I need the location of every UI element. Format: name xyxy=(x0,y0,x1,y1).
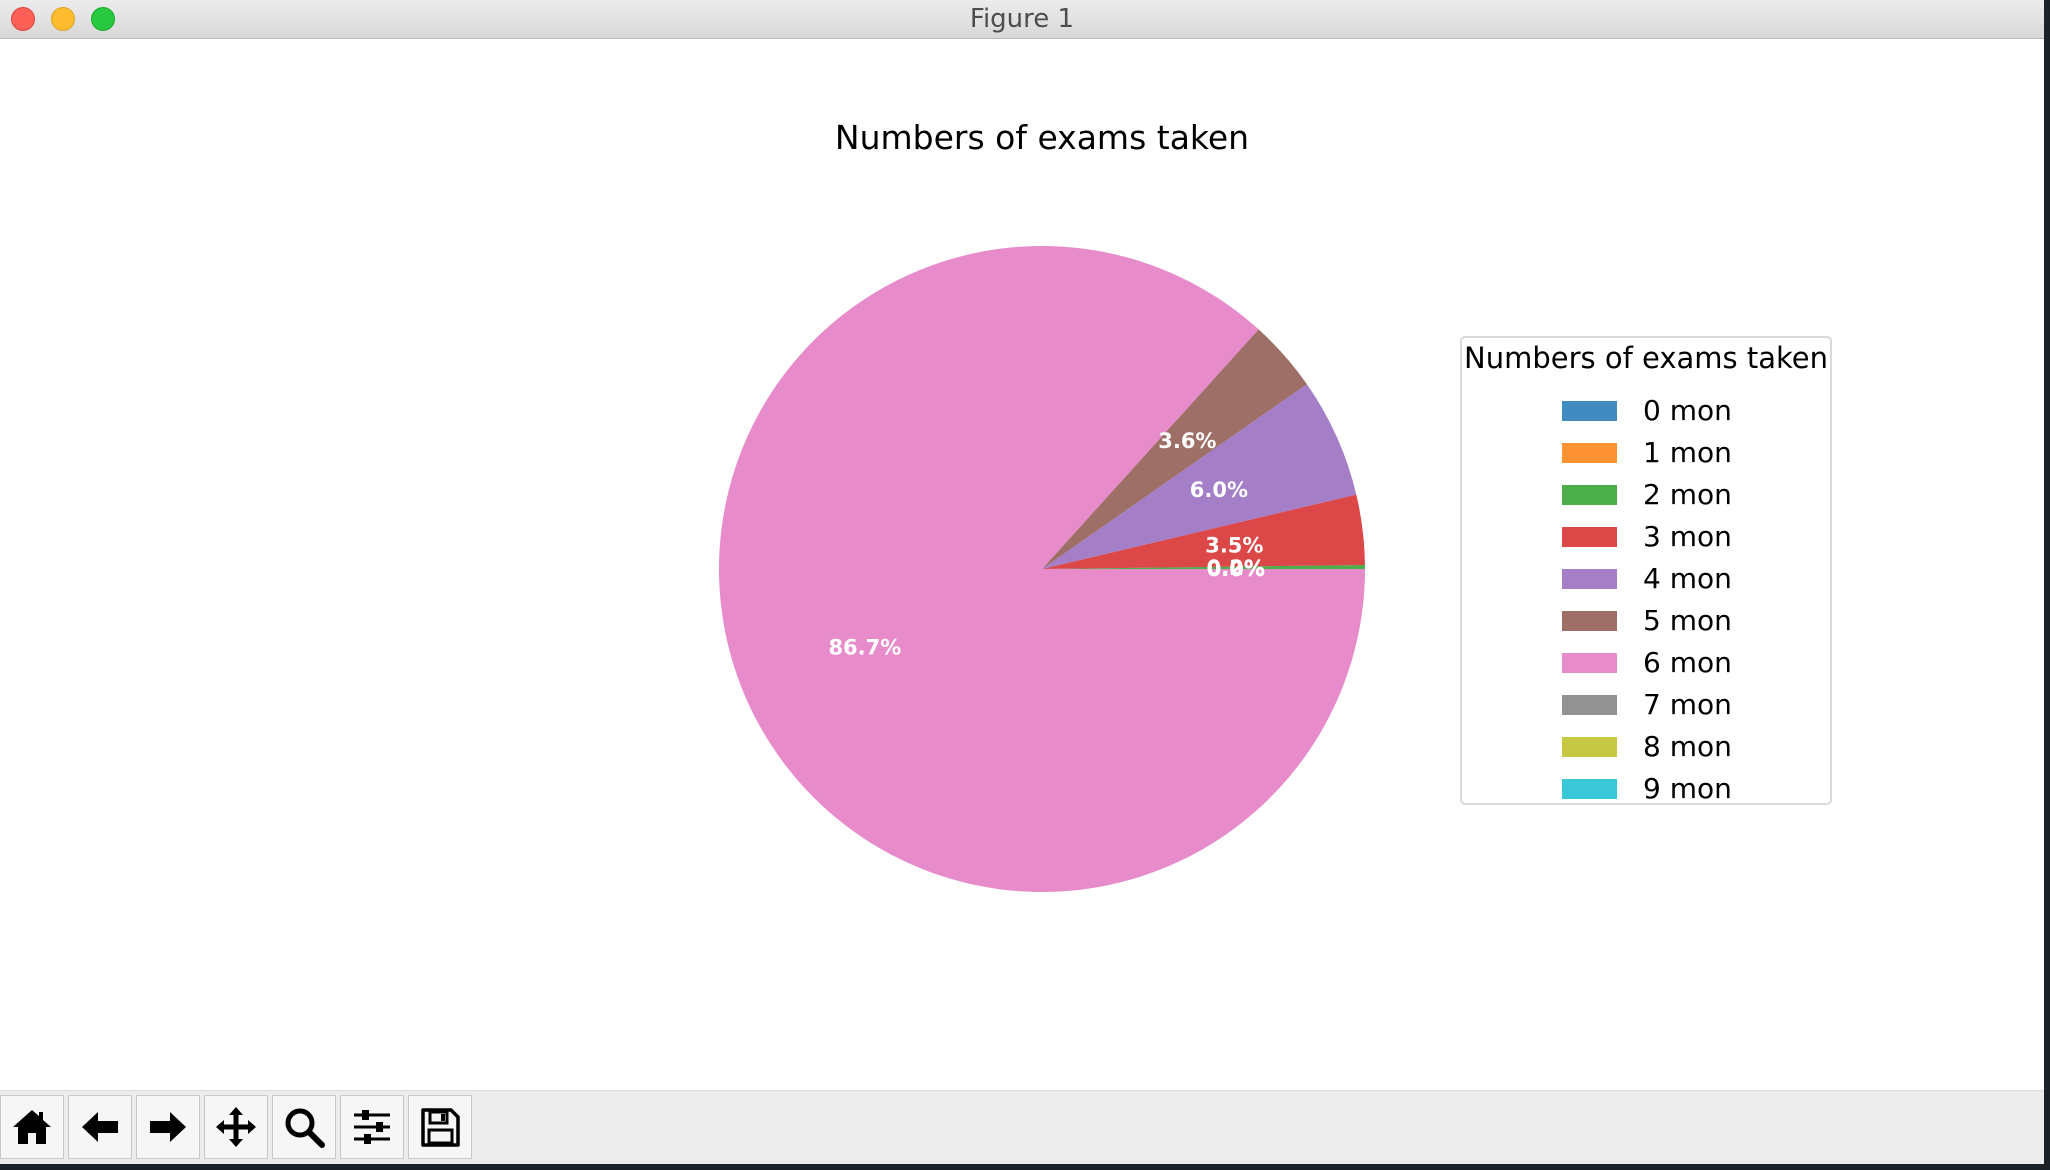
home-icon xyxy=(13,1110,51,1144)
legend-swatch xyxy=(1562,611,1617,631)
legend-swatch xyxy=(1562,527,1617,547)
legend-label: 4 mon xyxy=(1643,562,1732,595)
legend[interactable]: Numbers of exams taken 0 mon 1 mon 2 mon 3 … xyxy=(1460,336,1832,805)
desktop-background xyxy=(0,1164,2050,1170)
pie-slice-4-mon xyxy=(1042,384,1357,569)
legend-label: 2 mon xyxy=(1643,478,1732,511)
legend-frame xyxy=(1460,336,1832,805)
pie-slice-2-mon xyxy=(1042,564,1365,569)
pan-move-icon xyxy=(216,1107,256,1147)
zoom-magnifier-icon xyxy=(285,1108,325,1148)
legend-label: 6 mon xyxy=(1643,646,1732,679)
legend-label: 3 mon xyxy=(1643,520,1732,553)
close-window-button[interactable] xyxy=(11,7,35,31)
pie-percent-label: 0.0% xyxy=(1207,557,1265,581)
pan-button[interactable] xyxy=(204,1095,268,1159)
pie-percent-label: 0.0% xyxy=(1207,557,1265,581)
minimize-window-button[interactable] xyxy=(51,7,75,31)
pie-percent-label: 3.6% xyxy=(1158,429,1216,453)
chart-title: Numbers of exams taken xyxy=(835,118,1249,157)
navigation-toolbar xyxy=(0,1090,2044,1164)
pie-percent-labels: 0.0%0.0%0.2%3.5%6.0%3.6%86.7% xyxy=(828,429,1264,660)
legend-title: Numbers of exams taken xyxy=(1464,341,1828,375)
legend-swatch xyxy=(1562,695,1617,715)
forward-button[interactable] xyxy=(136,1095,200,1159)
legend-swatch xyxy=(1562,737,1617,757)
pie-percent-label: 6.0% xyxy=(1190,478,1248,502)
legend-swatch xyxy=(1562,443,1617,463)
legend-swatch xyxy=(1562,401,1617,421)
pie-percent-label: 0.2% xyxy=(1207,556,1265,580)
pie-chart: Numbers of exams taken 0.0%0.0%0.2%3.5%6… xyxy=(719,118,1832,892)
home-button[interactable] xyxy=(0,1095,64,1159)
pie-slice-5-mon xyxy=(1042,329,1307,569)
legend-swatch xyxy=(1562,485,1617,505)
legend-label: 5 mon xyxy=(1643,604,1732,637)
pie-slices xyxy=(719,245,1365,892)
legend-label: 8 mon xyxy=(1643,730,1732,763)
configure-subplots-button[interactable] xyxy=(340,1095,404,1159)
window-title: Figure 1 xyxy=(969,4,1075,34)
zoom-button[interactable] xyxy=(272,1095,336,1159)
legend-swatch xyxy=(1562,779,1617,799)
pie-percent-label: 86.7% xyxy=(828,636,901,660)
legend-swatch xyxy=(1562,569,1617,589)
legend-label: 9 mon xyxy=(1643,772,1732,805)
legend-label: 1 mon xyxy=(1643,436,1732,469)
back-arrow-icon xyxy=(82,1112,118,1142)
pie-slice-6-mon xyxy=(719,245,1365,892)
back-button[interactable] xyxy=(68,1095,132,1159)
maximize-window-button[interactable] xyxy=(91,7,115,31)
figure-canvas[interactable]: Numbers of exams taken 0.0% 0.0% 0.2% 3.5% 6… xyxy=(0,39,2044,1090)
legend-entries: 0 mon 1 mon 2 mon 3 mon 4 mon 5 mon 6 mon 7 mon… xyxy=(1562,394,1732,805)
forward-arrow-icon xyxy=(150,1112,186,1142)
save-button[interactable] xyxy=(408,1095,472,1159)
configure-subplots-icon xyxy=(354,1110,390,1144)
pie-percent-label: 3.5% xyxy=(1205,533,1263,557)
legend-label: 0 mon xyxy=(1643,394,1732,427)
save-floppy-icon xyxy=(421,1108,460,1147)
title-bar: Figure 1 xyxy=(0,0,2044,39)
legend-label: 7 mon xyxy=(1643,688,1732,721)
pie-slice-3-mon xyxy=(1042,494,1365,569)
legend-swatch xyxy=(1562,653,1617,673)
